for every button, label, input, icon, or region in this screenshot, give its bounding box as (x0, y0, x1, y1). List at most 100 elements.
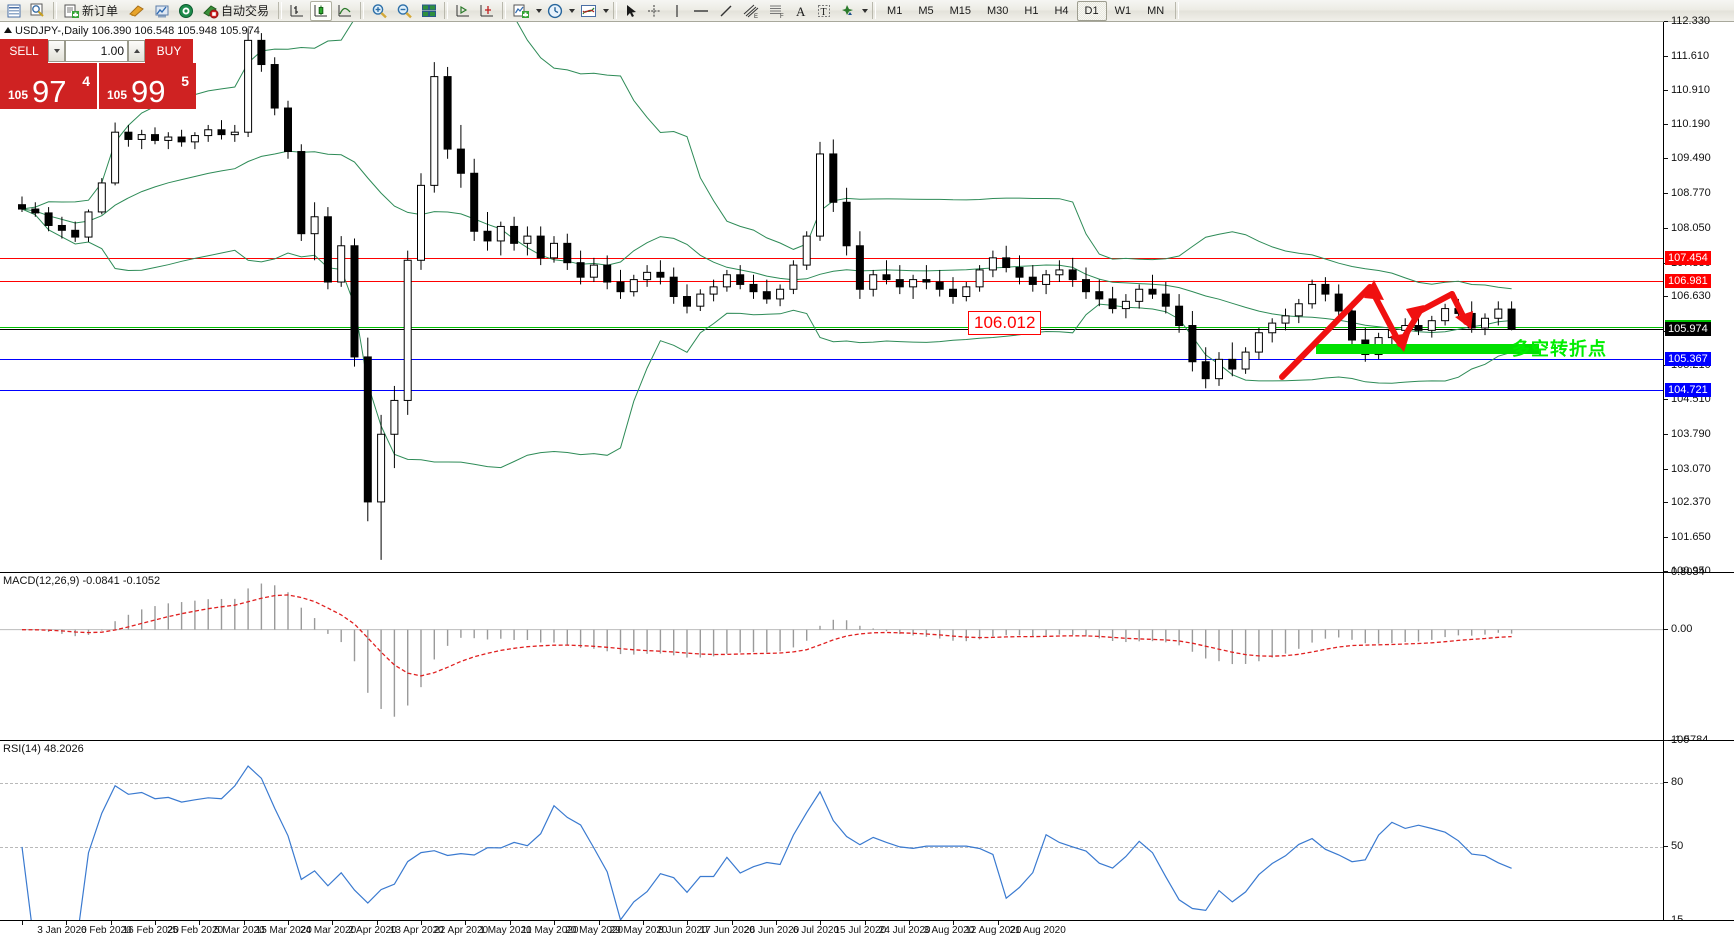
templates-icon[interactable] (577, 1, 600, 21)
price-level-label[interactable]: 106.981 (1665, 273, 1711, 288)
crosshair-tool-icon[interactable] (643, 1, 665, 21)
date-tick-label: 3 Jan 2020 (37, 925, 87, 936)
date-tick-label: 13 Apr 2020 (389, 925, 444, 936)
date-tick-label: 11 May 2020 (521, 925, 579, 936)
text-tool-icon[interactable]: A (791, 1, 811, 21)
zoom-out-icon[interactable] (393, 1, 416, 21)
date-tick (509, 921, 511, 925)
periods-dropdown-caret[interactable] (567, 1, 576, 21)
timeframe-mn[interactable]: MN (1147, 4, 1165, 17)
axis-tick-label: 103.070 (1671, 462, 1711, 475)
autotrading-button[interactable]: 自动交易 (199, 1, 274, 21)
price-pane[interactable]: 112.330 111.610 110.910 110.190 109.490 108.7… (0, 15, 1734, 577)
chart-shift-icon[interactable] (452, 1, 474, 21)
terminal-icon[interactable] (3, 1, 25, 21)
rsi-axis[interactable]: 100805015 (1663, 734, 1734, 926)
price-level-annotation[interactable]: 106.012 (968, 311, 1042, 335)
timeframe-h1[interactable]: H1 (1024, 4, 1039, 17)
sell-button[interactable]: SELL (0, 39, 48, 63)
price-level-label[interactable]: 107.454 (1665, 250, 1711, 265)
bar-chart-icon[interactable] (286, 1, 308, 21)
price-level-line[interactable] (0, 389, 1663, 391)
shapes-dropdown-caret[interactable] (860, 1, 869, 21)
price-level-line[interactable] (0, 280, 1663, 282)
metaeditor-icon[interactable] (125, 1, 149, 21)
timeframe-m15[interactable]: M15 (949, 4, 971, 17)
date-tick (997, 921, 999, 925)
svg-text:A: A (796, 4, 806, 19)
date-tick-label: 6 Feb 2020 (81, 925, 132, 936)
date-tick-label: 15 Mar 2020 (255, 925, 312, 936)
bid-price-display[interactable]: 105 97 4 (0, 63, 97, 109)
axis-tick-label: 112.330 (1671, 15, 1710, 27)
date-tick-label: 16 Feb 2020 (122, 925, 179, 936)
cursor-tool-icon[interactable] (621, 1, 641, 21)
price-axis[interactable]: 112.330 111.610 110.910 110.190 109.490 108.7… (1663, 15, 1734, 577)
equidistant-channel-tool-icon[interactable]: E (739, 1, 763, 21)
fibonacci-tool-icon[interactable]: F (765, 1, 789, 21)
horizontal-line-tool-icon[interactable] (689, 1, 713, 21)
macd-plot[interactable] (0, 573, 1663, 740)
trendline-tool-icon[interactable] (715, 1, 737, 21)
date-tick (864, 921, 866, 925)
price-level-line[interactable] (0, 327, 1663, 329)
price-level-label[interactable]: 105.367 (1665, 351, 1711, 366)
volume-input[interactable]: 1.00 (65, 40, 128, 62)
price-level-label[interactable]: 105.974 (1665, 322, 1711, 337)
periods-icon[interactable] (544, 1, 566, 21)
ask-price-display[interactable]: 105 99 5 (99, 63, 196, 109)
candlestick-chart-icon[interactable] (310, 0, 333, 21)
data-window-icon[interactable] (27, 1, 49, 21)
macd-pane[interactable]: MACD(12,26,9) -0.0841 -0.1052 0.8034 0.00… (0, 566, 1734, 746)
bid-price-prefix: 105 (8, 88, 29, 102)
turning-point-note[interactable]: 多空转折点 (1512, 339, 1607, 360)
collapse-arrow-icon[interactable] (4, 27, 12, 33)
date-tick-label: 15 Jul 2020 (834, 925, 887, 936)
price-level-line[interactable] (0, 358, 1663, 360)
ask-price-point: 5 (181, 73, 189, 89)
indicators-dropdown-caret[interactable] (534, 1, 543, 21)
date-tick (820, 921, 822, 925)
label-tool-icon[interactable]: T (813, 1, 835, 21)
axis-tick-label: 106.630 (1671, 290, 1711, 303)
chart-area[interactable]: 112.330 111.610 110.910 110.190 109.490 108.7… (0, 15, 1734, 942)
line-chart-icon[interactable] (334, 1, 356, 21)
date-tick-label: 6 Jul 2020 (792, 925, 840, 936)
date-tick (199, 921, 201, 925)
one-click-trading-panel[interactable]: SELL 1.00 BUY 105 97 4 105 99 5 (0, 39, 196, 109)
toolbar-separator (444, 2, 449, 19)
mql5-community-icon[interactable] (175, 1, 197, 21)
price-level-line[interactable] (0, 257, 1663, 259)
strategy-tester-icon[interactable] (151, 1, 173, 21)
zoom-in-icon[interactable] (368, 1, 391, 21)
volume-increase-button[interactable] (128, 40, 145, 62)
date-tick-label: 1 May 2020 (479, 925, 532, 936)
timeframe-h4[interactable]: H4 (1054, 4, 1069, 17)
timeframe-w1[interactable]: W1 (1114, 4, 1132, 17)
date-tick-label: 21 Aug 2020 (1009, 925, 1066, 936)
rsi-plot[interactable] (0, 741, 1663, 920)
templates-dropdown-caret[interactable] (601, 1, 610, 21)
auto-scroll-icon[interactable] (476, 1, 498, 21)
date-tick (22, 921, 23, 925)
new-order-button[interactable]: 新订单 (61, 1, 123, 21)
shapes-tool-icon[interactable] (837, 1, 859, 21)
volume-decrease-button[interactable] (48, 40, 65, 62)
tile-windows-icon[interactable] (418, 1, 440, 21)
price-plot[interactable] (0, 22, 1663, 572)
timeframe-m1[interactable]: M1 (887, 4, 903, 17)
timeframe-m5[interactable]: M5 (918, 4, 934, 17)
vertical-line-tool-icon[interactable] (667, 1, 687, 21)
support-zone-bar[interactable] (1316, 344, 1539, 354)
date-tick (953, 921, 955, 925)
date-axis[interactable]: 3 Jan 2020 6 Feb 2020 16 Feb 2020 25 Feb 20… (0, 920, 1734, 942)
rsi-pane[interactable]: RSI(14) 48.2026 100805015 (0, 734, 1734, 926)
autotrading-label: 自动交易 (221, 4, 270, 18)
price-level-label[interactable]: 104.721 (1665, 382, 1711, 397)
price-level-line[interactable] (0, 329, 1663, 331)
buy-button[interactable]: BUY (145, 39, 193, 63)
timeframe-d1[interactable]: D1 (1076, 0, 1107, 21)
timeframe-m30[interactable]: M30 (987, 4, 1009, 17)
indicators-icon[interactable] (510, 1, 533, 21)
